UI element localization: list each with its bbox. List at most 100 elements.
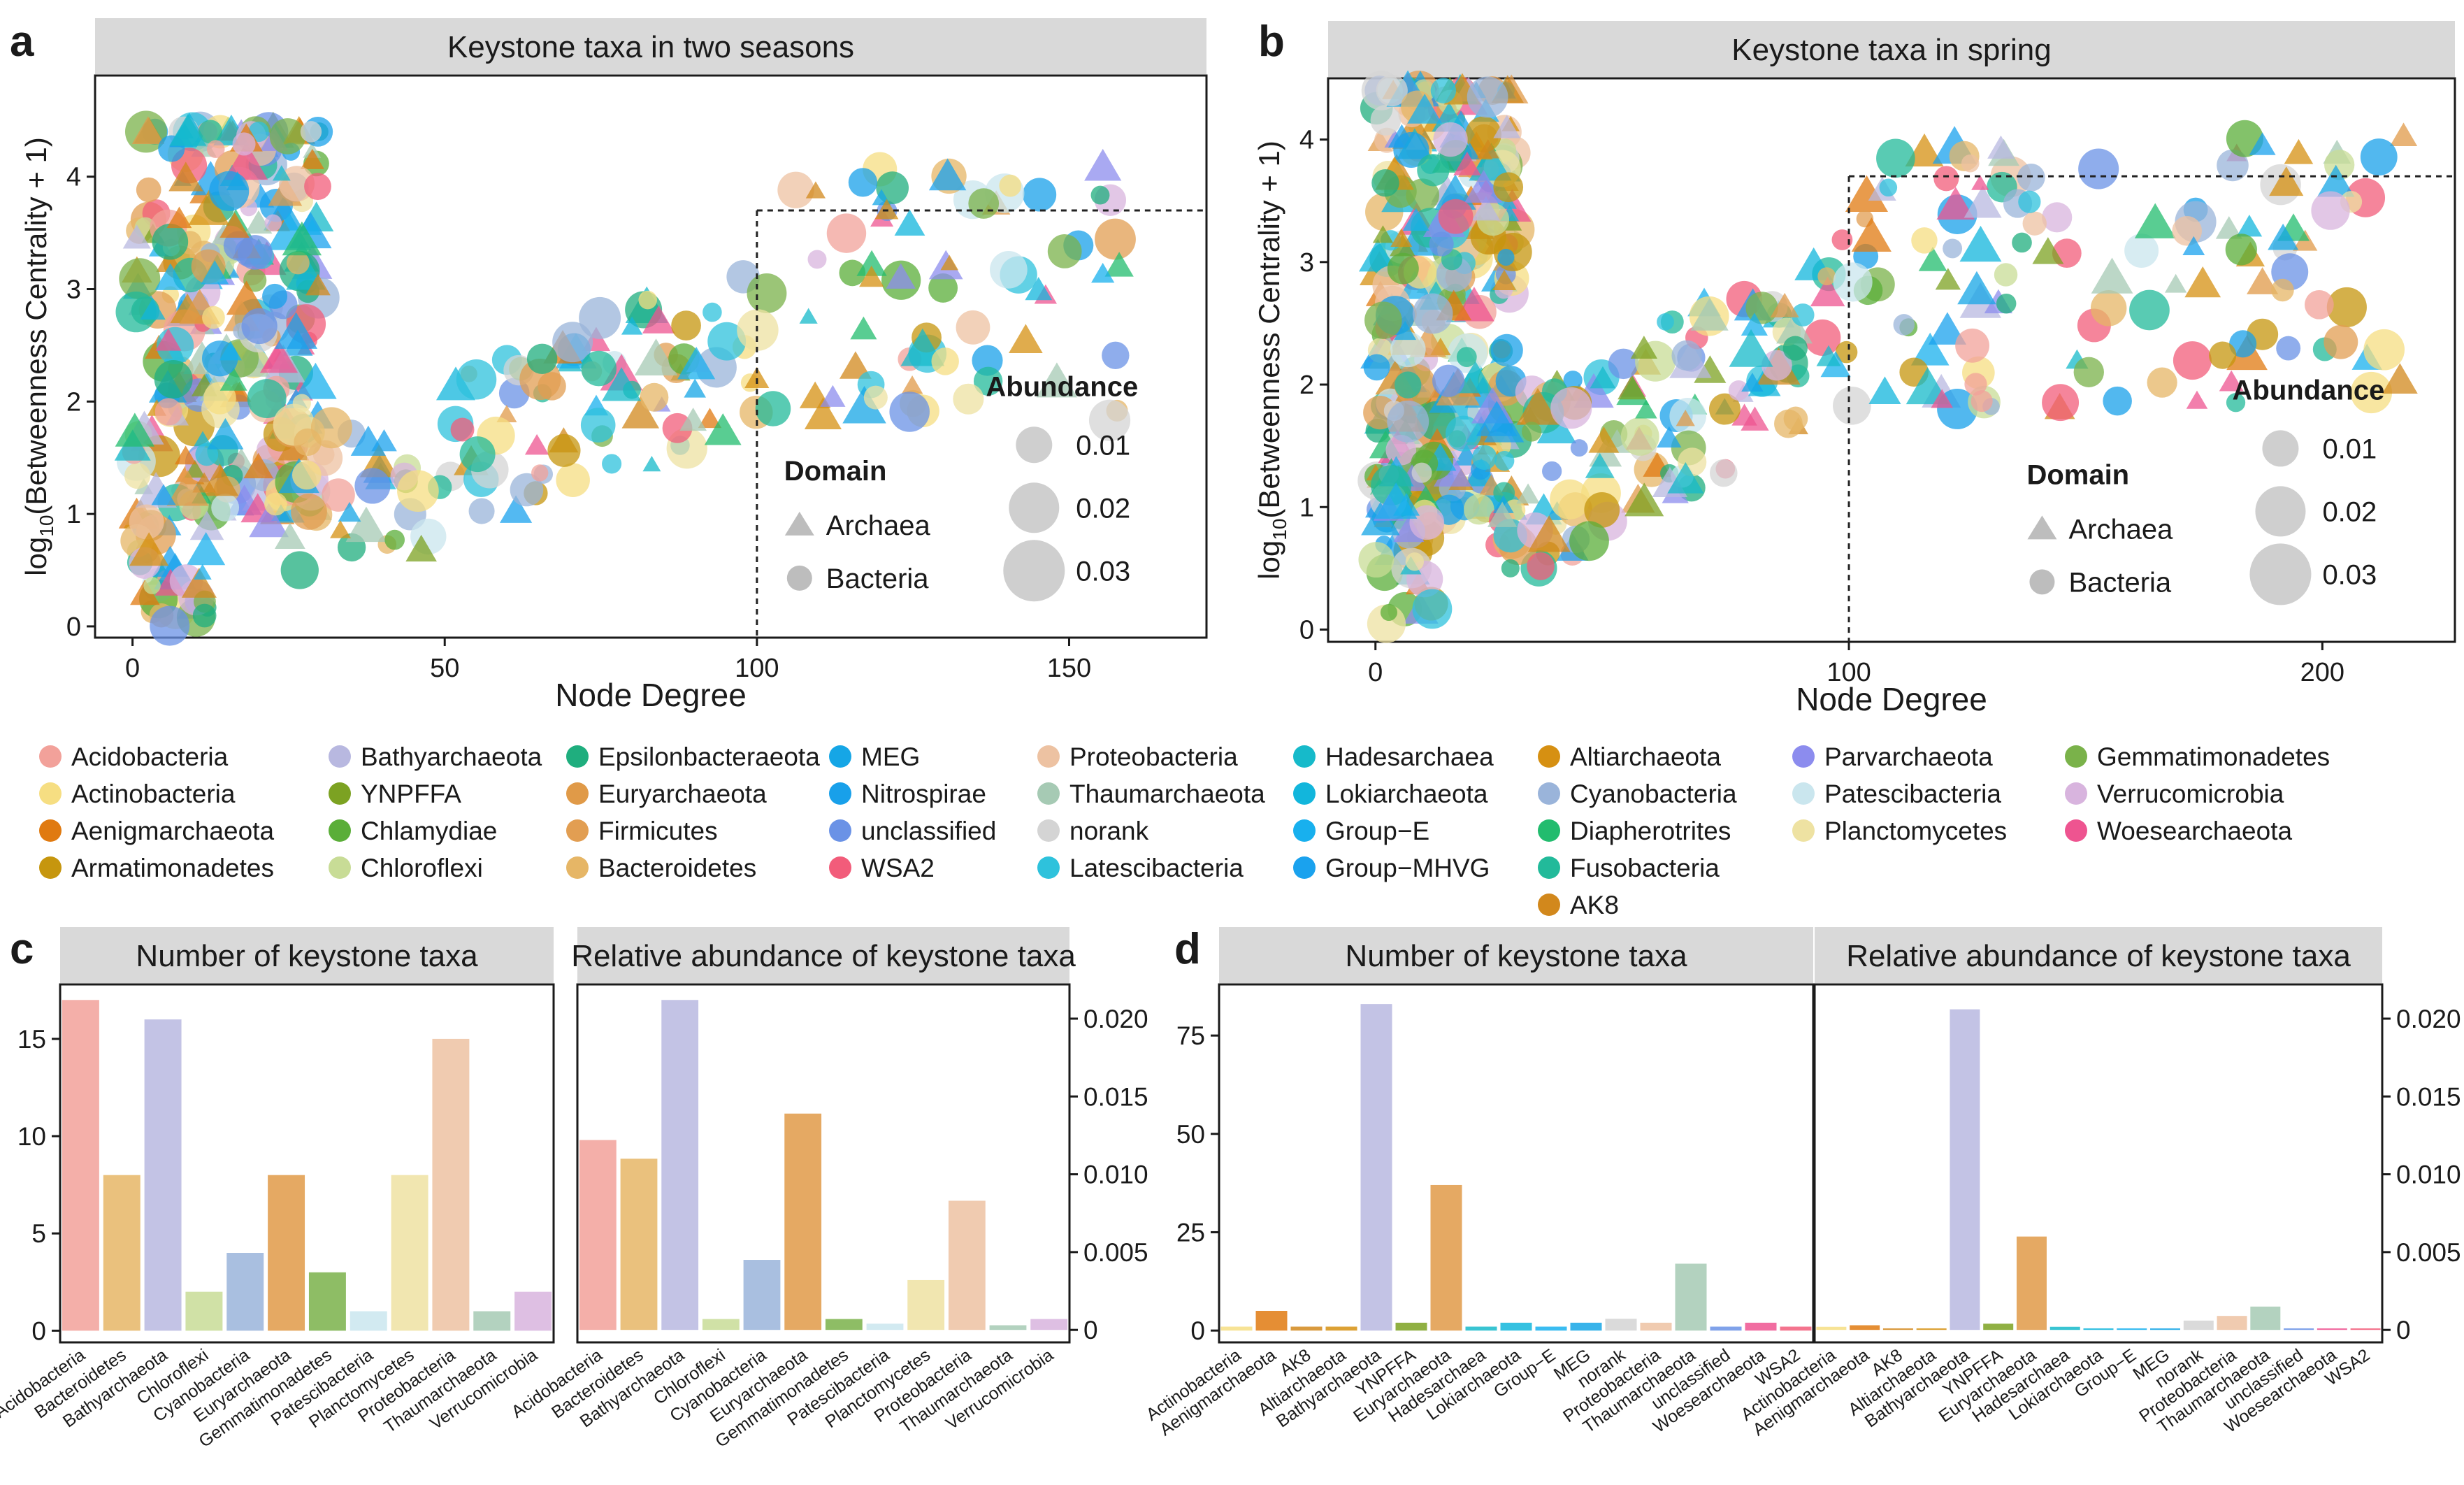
data-point (1036, 362, 1078, 398)
data-point (1851, 217, 1892, 252)
legend-label: Aenigmarchaeota (71, 817, 274, 845)
y-tick-label: 0 (2396, 1316, 2411, 1344)
panel-c-abundance-plot-border (576, 983, 1071, 1344)
data-point (1569, 521, 1609, 561)
data-point (1370, 105, 1402, 136)
data-point (300, 121, 322, 143)
data-point (1088, 399, 1131, 441)
legend-swatch-woesearchaeota (2065, 819, 2087, 842)
data-point (889, 392, 930, 432)
data-point (354, 468, 391, 504)
bar-thaumarchaeota (2250, 1306, 2281, 1330)
data-point (901, 375, 923, 394)
data-point (202, 306, 225, 329)
bar-bathyarchaeota (144, 1019, 182, 1331)
bar-ynpffa (1983, 1323, 2014, 1330)
data-point (953, 383, 984, 415)
data-point (931, 347, 959, 375)
data-point (1390, 228, 1413, 248)
legend-swatch-gemmatimonadetes (2065, 745, 2087, 768)
panel-a-abundance-legend-icon (1009, 482, 1060, 533)
data-point (1471, 445, 1497, 471)
data-point (122, 224, 151, 249)
data-point (684, 378, 707, 398)
panel-d-abundance-title: Relative abundance of keystone taxa (1846, 939, 2351, 973)
data-point (1527, 515, 1571, 552)
data-point (286, 251, 310, 275)
y-tick-label: 4 (1299, 126, 1314, 155)
data-point (972, 345, 1003, 376)
data-point (226, 280, 267, 315)
data-point (219, 212, 250, 238)
legend-swatch-aenigmarchaeota (39, 819, 62, 842)
y-tick-label: 0 (1190, 1317, 1205, 1345)
data-point (1833, 386, 1871, 425)
legend-label: Latescibacteria (1069, 854, 1244, 882)
data-point (280, 551, 319, 589)
data-point (928, 273, 958, 303)
bar-meg (2150, 1328, 2181, 1330)
data-point (1025, 277, 1053, 301)
data-point (1433, 122, 1468, 157)
legend-swatch-altiarchaeota (1538, 745, 1560, 768)
data-point (1490, 333, 1523, 367)
data-point (1084, 148, 1122, 181)
panel-c-count-title-strip (60, 927, 554, 983)
data-point (1430, 78, 1457, 103)
data-point (1456, 347, 1477, 368)
y-tick-label: 25 (1176, 1218, 1205, 1247)
data-point (805, 181, 826, 199)
data-point (510, 473, 544, 507)
data-point (1456, 361, 1494, 394)
data-point (1708, 393, 1741, 425)
data-point (1095, 218, 1136, 260)
data-point (1463, 494, 1494, 525)
data-point (804, 397, 842, 429)
data-point (1438, 199, 1474, 234)
legend-label: Chlamydiae (361, 817, 497, 845)
data-point (1417, 154, 1450, 187)
panel-b-abundance-legend-icon (2255, 486, 2306, 537)
bar-proteobacteria (948, 1200, 986, 1330)
data-point (856, 250, 887, 276)
legend-label: Lokiarchaeota (1325, 780, 1488, 808)
data-point (1371, 168, 1399, 197)
data-point (1584, 492, 1620, 528)
data-point (547, 433, 581, 467)
data-point (1657, 313, 1674, 331)
data-point (119, 258, 161, 300)
bar-patescibacteria (866, 1323, 904, 1330)
bar-norank (2183, 1320, 2214, 1330)
data-point (207, 418, 244, 450)
data-point (338, 501, 361, 522)
data-point (1467, 76, 1508, 118)
data-point (1667, 461, 1704, 494)
panel-b-bacteria-legend-label: Bacteria (2068, 567, 2171, 598)
data-point (1550, 387, 1592, 429)
y-tick-label: 4 (66, 163, 81, 192)
panel-b-abundance-legend-icon (2249, 543, 2312, 605)
panel-b-title: Keystone taxa in spring (1731, 33, 2051, 67)
panel-a-bacteria-legend-label: Bacteria (826, 564, 929, 594)
data-point (397, 470, 439, 512)
bar-chloroflexi (702, 1319, 740, 1330)
data-point (300, 148, 324, 169)
data-point (2249, 132, 2276, 155)
data-point (1405, 552, 1425, 571)
data-point (2182, 236, 2205, 256)
data-point (241, 308, 278, 345)
data-point (456, 359, 497, 400)
bar-norank (1605, 1319, 1637, 1331)
data-point (2091, 257, 2133, 294)
data-point (1957, 271, 1996, 305)
data-point (219, 367, 247, 391)
legend-label: Armatimonadetes (71, 854, 274, 882)
bar-ynpffa (1395, 1322, 1427, 1331)
data-point (2268, 223, 2299, 250)
data-point (305, 273, 331, 296)
legend-swatch-ak8 (1538, 894, 1560, 916)
data-point (187, 532, 226, 566)
data-point (807, 250, 827, 269)
data-point (2389, 122, 2418, 146)
bar-acidobacteria (62, 1000, 99, 1331)
